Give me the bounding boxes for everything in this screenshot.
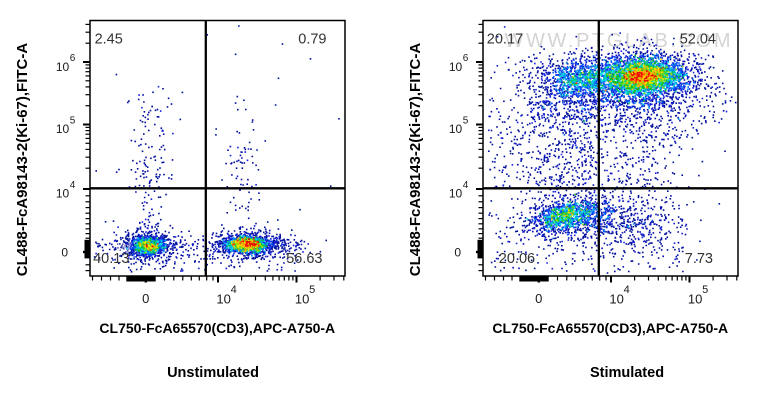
svg-text:5: 5 — [70, 115, 76, 126]
svg-text:4: 4 — [231, 284, 237, 296]
svg-text:4: 4 — [624, 284, 630, 296]
svg-text:56.63: 56.63 — [286, 251, 322, 267]
svg-text:10: 10 — [609, 292, 623, 307]
svg-text:0: 0 — [61, 246, 68, 260]
svg-text:52.04: 52.04 — [680, 31, 716, 47]
svg-text:4: 4 — [70, 180, 76, 191]
svg-text:10: 10 — [688, 292, 702, 307]
svg-text:5: 5 — [463, 115, 469, 126]
svg-text:5: 5 — [702, 284, 708, 296]
svg-text:20.17: 20.17 — [487, 31, 523, 47]
svg-text:10: 10 — [216, 292, 230, 307]
svg-text:CL750-FcA65570(CD3),APC-A750-A: CL750-FcA65570(CD3),APC-A750-A — [99, 320, 335, 336]
svg-text:40.13: 40.13 — [93, 251, 129, 267]
svg-text:0.79: 0.79 — [298, 31, 326, 47]
svg-text:10: 10 — [449, 187, 463, 201]
svg-text:CL488-FcA98143-2(Ki-67),FITC-A: CL488-FcA98143-2(Ki-67),FITC-A — [407, 43, 424, 277]
svg-text:CL488-FcA98143-2(Ki-67),FITC-A: CL488-FcA98143-2(Ki-67),FITC-A — [14, 43, 31, 277]
svg-text:5: 5 — [309, 284, 315, 296]
svg-text:2.45: 2.45 — [95, 31, 123, 47]
svg-text:10: 10 — [56, 187, 70, 201]
svg-text:W: W — [117, 241, 132, 258]
svg-text:0: 0 — [535, 291, 542, 306]
svg-text:20.06: 20.06 — [499, 251, 535, 267]
svg-text:10: 10 — [295, 292, 309, 307]
svg-text:Stimulated: Stimulated — [590, 365, 664, 381]
svg-text:0: 0 — [454, 246, 461, 260]
svg-text:0: 0 — [142, 291, 149, 306]
svg-text:6: 6 — [463, 53, 469, 64]
svg-text:10: 10 — [449, 60, 463, 74]
svg-text:4: 4 — [463, 180, 469, 191]
svg-text:7.73: 7.73 — [685, 251, 713, 267]
svg-text:6: 6 — [70, 53, 76, 64]
svg-text:WWW.PTGLAB.COM: WWW.PTGLAB.COM — [505, 30, 734, 52]
svg-text:10: 10 — [449, 122, 463, 136]
svg-text:CL750-FcA65570(CD3),APC-A750-A: CL750-FcA65570(CD3),APC-A750-A — [492, 320, 728, 336]
svg-text:10: 10 — [56, 60, 70, 74]
svg-text:10: 10 — [56, 122, 70, 136]
svg-text:Unstimulated: Unstimulated — [167, 365, 259, 381]
